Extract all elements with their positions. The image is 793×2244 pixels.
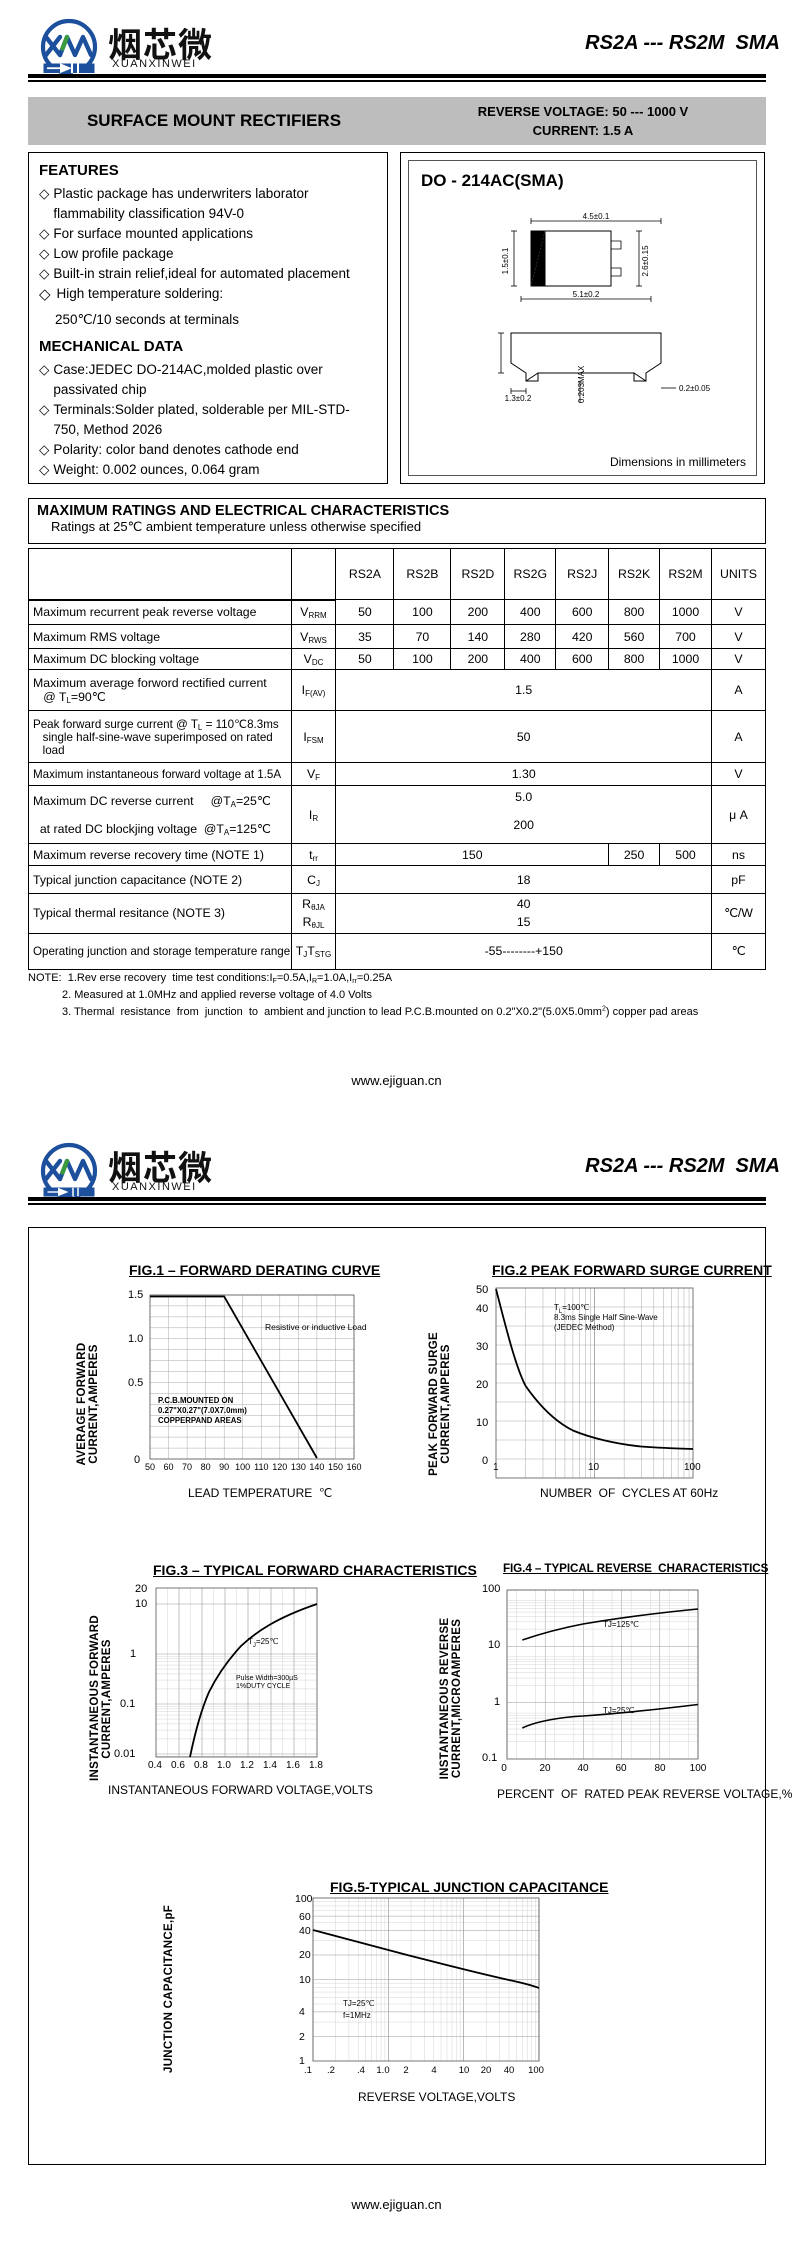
svg-text:1%DUTY CYCLE: 1%DUTY CYCLE xyxy=(236,1683,291,1690)
svg-text:1.5±0.1: 1.5±0.1 xyxy=(501,247,510,274)
svg-text:TJ=25℃: TJ=25℃ xyxy=(343,1999,374,2008)
svg-text:1.3±0.2: 1.3±0.2 xyxy=(505,394,532,403)
svg-text:0.203MAX: 0.203MAX xyxy=(577,365,586,403)
svg-text:f=1MHz: f=1MHz xyxy=(343,2011,371,2020)
svg-text:COPPERPAND AREAS: COPPERPAND AREAS xyxy=(158,1416,242,1425)
svg-text:TJ=25℃: TJ=25℃ xyxy=(603,1706,634,1715)
svg-text:P.C.B.MOUNTED ON: P.C.B.MOUNTED ON xyxy=(158,1396,234,1405)
svg-text:2.6±0.15: 2.6±0.15 xyxy=(641,245,650,277)
svg-text:4.5±0.1: 4.5±0.1 xyxy=(583,212,610,221)
svg-text:TJ=25℃: TJ=25℃ xyxy=(248,1637,278,1649)
svg-text:8.3ms Single Half Sine-Wave: 8.3ms Single Half Sine-Wave xyxy=(554,1313,658,1322)
svg-text:Resistive or inductive Load: Resistive or inductive Load xyxy=(265,1322,367,1332)
svg-text:0.2±0.05: 0.2±0.05 xyxy=(679,384,711,393)
svg-text:(JEDEC Method): (JEDEC Method) xyxy=(554,1323,615,1332)
svg-text:TJ=125℃: TJ=125℃ xyxy=(603,1620,639,1629)
svg-text:5.1±0.2: 5.1±0.2 xyxy=(573,290,600,299)
svg-text:0.27"X0.27"(7.0X7.0mm): 0.27"X0.27"(7.0X7.0mm) xyxy=(158,1406,247,1415)
svg-text:Pulse Width=300µS: Pulse Width=300µS xyxy=(236,1675,298,1682)
